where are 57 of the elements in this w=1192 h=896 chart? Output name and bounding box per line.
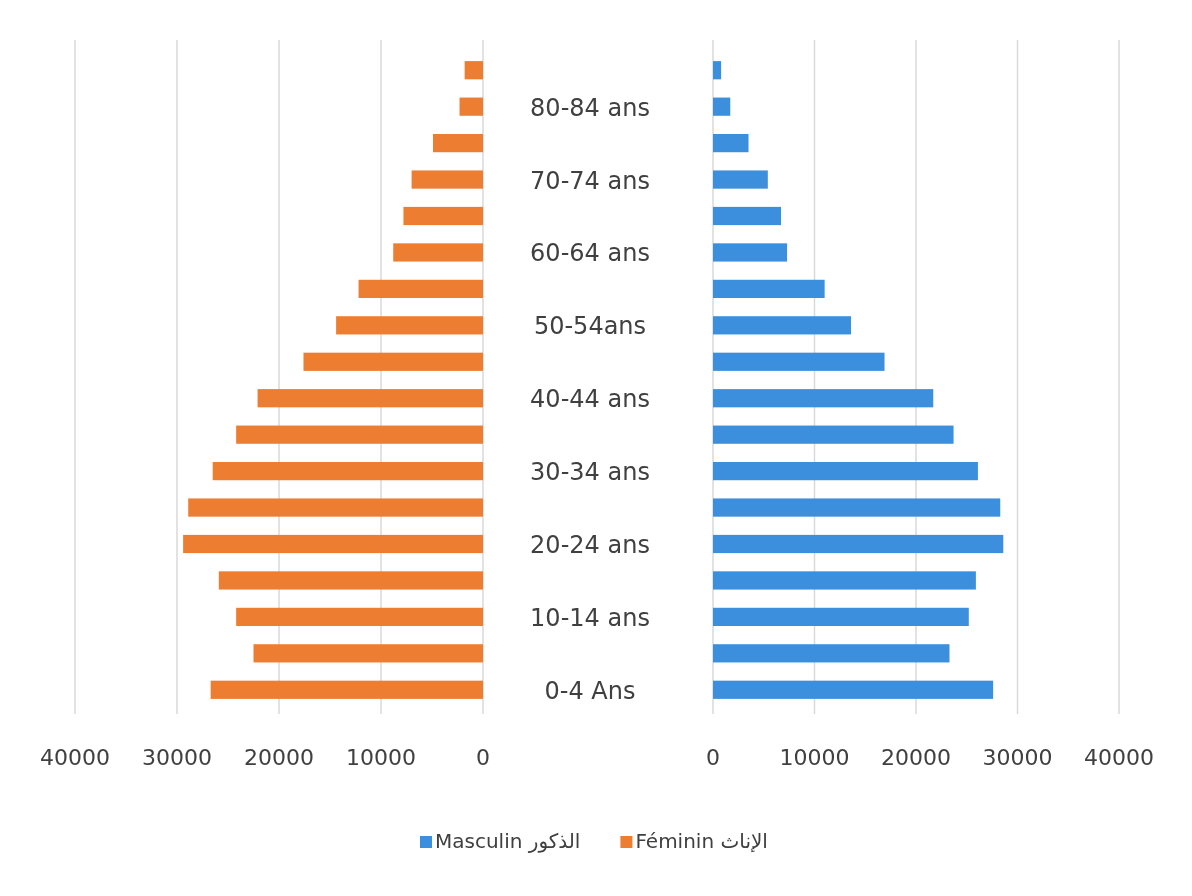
bar [336, 316, 483, 335]
bar [218, 571, 483, 590]
bar [713, 170, 768, 189]
y-tick-label: 40-44 ans [530, 385, 650, 414]
bar [236, 607, 483, 626]
bar [713, 316, 852, 335]
bar [303, 352, 483, 371]
bar [713, 462, 978, 481]
bar [713, 571, 976, 590]
y-tick-label: 70-74 ans [530, 166, 650, 195]
bar [713, 680, 994, 699]
bar [433, 134, 483, 153]
x-tick-label: 0 [706, 745, 720, 770]
bar [257, 389, 483, 408]
bar [713, 534, 1004, 554]
bar [253, 644, 483, 663]
y-tick-label: 20-24 ans [530, 531, 650, 559]
x-tick-label: 10000 [779, 745, 850, 770]
x-tick-label: 30000 [982, 745, 1053, 770]
bar [713, 607, 969, 626]
bar [713, 644, 950, 663]
bar [713, 425, 954, 444]
bar [411, 170, 483, 189]
legend-label: Masculin الذكور [435, 829, 581, 853]
bar [464, 61, 483, 80]
bar [393, 243, 483, 262]
y-tick-label: 0-4 Ans [544, 676, 636, 705]
bar [459, 97, 483, 116]
bar [713, 243, 788, 262]
legend-label: Féminin الإناث [635, 829, 768, 853]
y-tick-label: 60-64 ans [530, 239, 650, 268]
bar [183, 534, 483, 554]
x-tick-label: 30000 [142, 745, 212, 770]
bar [713, 61, 722, 80]
y-tick-label: 80-84 ans [530, 93, 650, 122]
bar [713, 352, 885, 371]
bar [210, 680, 483, 699]
bar [188, 498, 483, 517]
bar [713, 206, 782, 226]
x-tick-label: 10000 [346, 745, 416, 770]
x-tick-label: 40000 [1084, 745, 1154, 770]
bar [713, 279, 825, 298]
bar [403, 206, 483, 226]
x-tick-label: 20000 [244, 745, 314, 770]
bar [713, 134, 749, 153]
bar [236, 425, 483, 444]
bar [713, 97, 731, 116]
bar [212, 462, 483, 481]
x-tick-label: 0 [476, 745, 490, 770]
x-tick-label: 40000 [40, 745, 110, 770]
y-tick-label: 30-34 ans [530, 458, 650, 487]
bar [713, 389, 934, 408]
x-tick-label: 20000 [881, 745, 951, 770]
y-tick-label: 50-54ans [533, 312, 647, 341]
y-tick-label: 10-14 ans [530, 603, 650, 632]
bar [713, 498, 1001, 517]
bar [358, 279, 483, 298]
